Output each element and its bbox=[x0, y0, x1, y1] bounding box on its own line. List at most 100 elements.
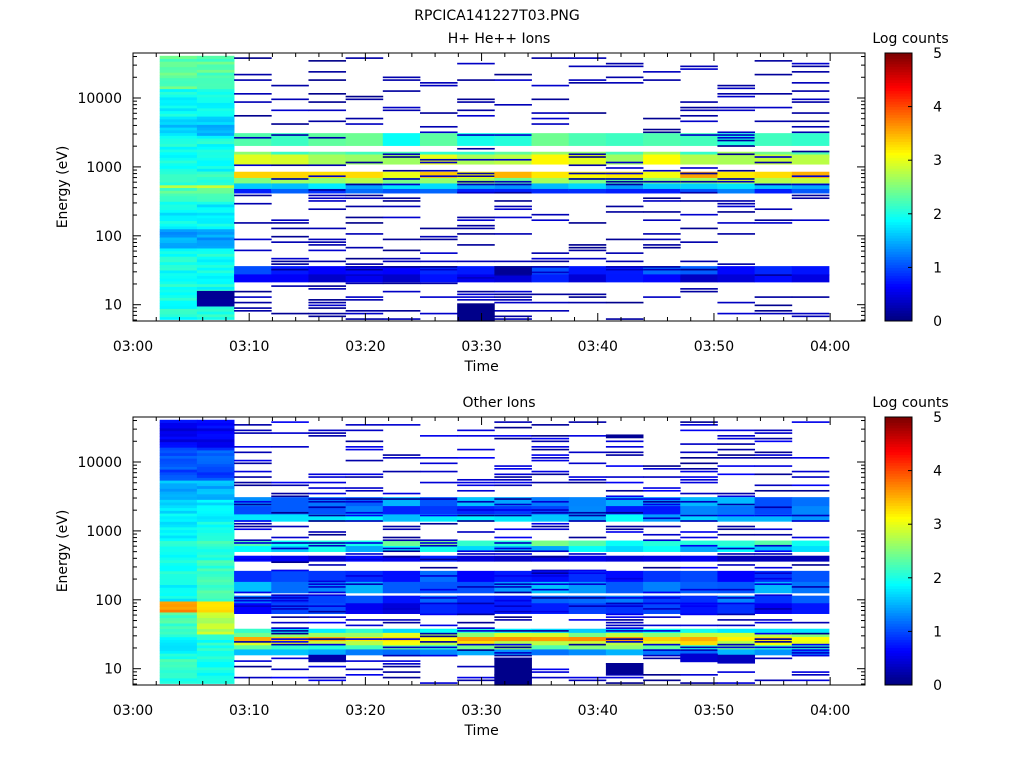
heatmap-sparse-cell bbox=[605, 481, 644, 484]
heatmap-sparse-cell bbox=[531, 446, 570, 448]
heatmap-sparse-cell bbox=[382, 205, 421, 208]
heatmap-cell bbox=[159, 433, 198, 437]
heatmap-sparse-cell bbox=[568, 597, 607, 599]
colorbar-swatch bbox=[885, 663, 912, 667]
heatmap-cell bbox=[159, 642, 198, 646]
heatmap-band-cell bbox=[717, 188, 756, 194]
heatmap-cell bbox=[196, 601, 235, 605]
heatmap-sparse-cell bbox=[308, 208, 347, 211]
heatmap-band-cell bbox=[494, 188, 532, 194]
heatmap-cell bbox=[196, 647, 235, 651]
heatmap-band-cell bbox=[605, 274, 644, 283]
heatmap-band-cell bbox=[308, 266, 347, 276]
heatmap-sparse-cell bbox=[754, 533, 793, 536]
heatmap-sparse-cell bbox=[457, 109, 495, 112]
colorbar-swatch bbox=[885, 200, 912, 204]
heatmap-cell bbox=[196, 91, 235, 95]
heatmap-sparse-cell bbox=[605, 577, 644, 580]
heatmap-sparse-cell bbox=[382, 178, 421, 180]
heatmap-sparse-cell bbox=[754, 473, 793, 476]
colorbar-swatch bbox=[885, 243, 912, 247]
heatmap-band-cell bbox=[531, 274, 570, 283]
heatmap-band-cell bbox=[754, 154, 793, 165]
heatmap-sparse-cell bbox=[568, 112, 607, 114]
heatmap-cell bbox=[159, 303, 198, 307]
heatmap-cell bbox=[159, 250, 198, 254]
heatmap-cell bbox=[159, 656, 198, 660]
heatmap-sparse-cell bbox=[643, 233, 681, 235]
heatmap-sparse-cell bbox=[791, 296, 830, 298]
colorbar-swatch bbox=[885, 508, 912, 512]
heatmap-band-cell bbox=[605, 546, 644, 552]
heatmap-sparse-cell bbox=[345, 299, 384, 301]
heatmap-sparse-cell bbox=[345, 274, 384, 276]
heatmap-sparse-cell bbox=[457, 180, 495, 183]
heatmap-cell bbox=[196, 305, 235, 309]
heatmap-cell bbox=[196, 176, 235, 180]
heatmap-sparse-cell bbox=[345, 57, 384, 59]
heatmap-sparse-cell bbox=[345, 216, 384, 219]
heatmap-band-cell bbox=[531, 133, 570, 146]
heatmap-sparse-cell bbox=[271, 312, 309, 315]
heatmap-cell bbox=[159, 507, 198, 511]
heatmap-band-cell bbox=[234, 603, 272, 614]
heatmap-sparse-cell bbox=[605, 674, 644, 676]
heatmap-sparse-cell bbox=[568, 164, 607, 167]
heatmap-sparse-cell bbox=[382, 539, 421, 542]
heatmap-cell bbox=[159, 504, 198, 509]
heatmap-band-cell bbox=[382, 570, 421, 583]
heatmap-band-cell bbox=[791, 188, 830, 194]
heatmap-sparse-cell bbox=[271, 432, 309, 434]
heatmap-sparse-cell bbox=[605, 605, 644, 607]
heatmap-cell bbox=[196, 151, 235, 156]
colorbar-swatch bbox=[885, 95, 912, 100]
colorbar-swatch bbox=[885, 221, 912, 226]
colorbar-swatch bbox=[885, 280, 912, 284]
heatmap-sparse-cell bbox=[643, 597, 681, 599]
heatmap-sparse-cell bbox=[271, 492, 309, 495]
colorbar-swatch bbox=[885, 256, 912, 260]
heatmap-cell bbox=[196, 518, 235, 522]
heatmap-sparse-cell bbox=[754, 572, 793, 575]
heatmap-sparse-cell bbox=[754, 566, 793, 569]
heatmap-sparse-cell bbox=[382, 547, 421, 550]
heatmap-band-cell bbox=[568, 570, 607, 583]
heatmap-sparse-cell bbox=[234, 249, 272, 252]
heatmap-sparse-cell bbox=[345, 619, 384, 621]
heatmap-sparse-cell bbox=[234, 459, 272, 462]
heatmap-sparse-cell bbox=[494, 216, 532, 219]
heatmap-cell bbox=[159, 314, 198, 318]
heatmap-sparse-cell bbox=[457, 158, 495, 161]
heatmap-sparse-cell bbox=[382, 109, 421, 112]
colorbar-swatch bbox=[885, 125, 912, 129]
heatmap-band-cell bbox=[531, 183, 570, 191]
heatmap-band-cell bbox=[791, 177, 830, 188]
heatmap-cell bbox=[196, 69, 235, 73]
heatmap-sparse-cell bbox=[271, 599, 309, 602]
heatmap-sparse-cell bbox=[271, 421, 309, 423]
heatmap-cell bbox=[196, 242, 235, 246]
heatmap-cell bbox=[196, 603, 235, 607]
colorbar-swatch bbox=[885, 427, 912, 431]
y-tick-label: 10000 bbox=[77, 455, 122, 471]
heatmap-sparse-cell bbox=[568, 619, 607, 621]
y-tick-label: 10000 bbox=[77, 91, 122, 107]
heatmap-sparse-cell bbox=[494, 646, 532, 649]
heatmap-sparse-cell bbox=[754, 489, 793, 492]
heatmap-sparse-cell bbox=[791, 194, 830, 197]
heatmap-band-cell bbox=[754, 274, 793, 283]
heatmap-cell bbox=[196, 140, 235, 145]
colorbar-swatch bbox=[885, 267, 912, 271]
heatmap-band-cell bbox=[531, 649, 570, 656]
heatmap-sparse-cell bbox=[419, 566, 458, 569]
heatmap-cell bbox=[159, 289, 198, 293]
heatmap-sparse-cell bbox=[494, 293, 532, 296]
heatmap-cell bbox=[159, 474, 198, 478]
heatmap-cell bbox=[159, 206, 198, 211]
heatmap-sparse-cell bbox=[494, 478, 532, 481]
colorbar-swatch bbox=[885, 272, 912, 276]
heatmap-sparse-cell bbox=[271, 109, 309, 112]
heatmap-sparse-cell bbox=[754, 440, 793, 443]
colorbar-swatch bbox=[885, 545, 912, 549]
